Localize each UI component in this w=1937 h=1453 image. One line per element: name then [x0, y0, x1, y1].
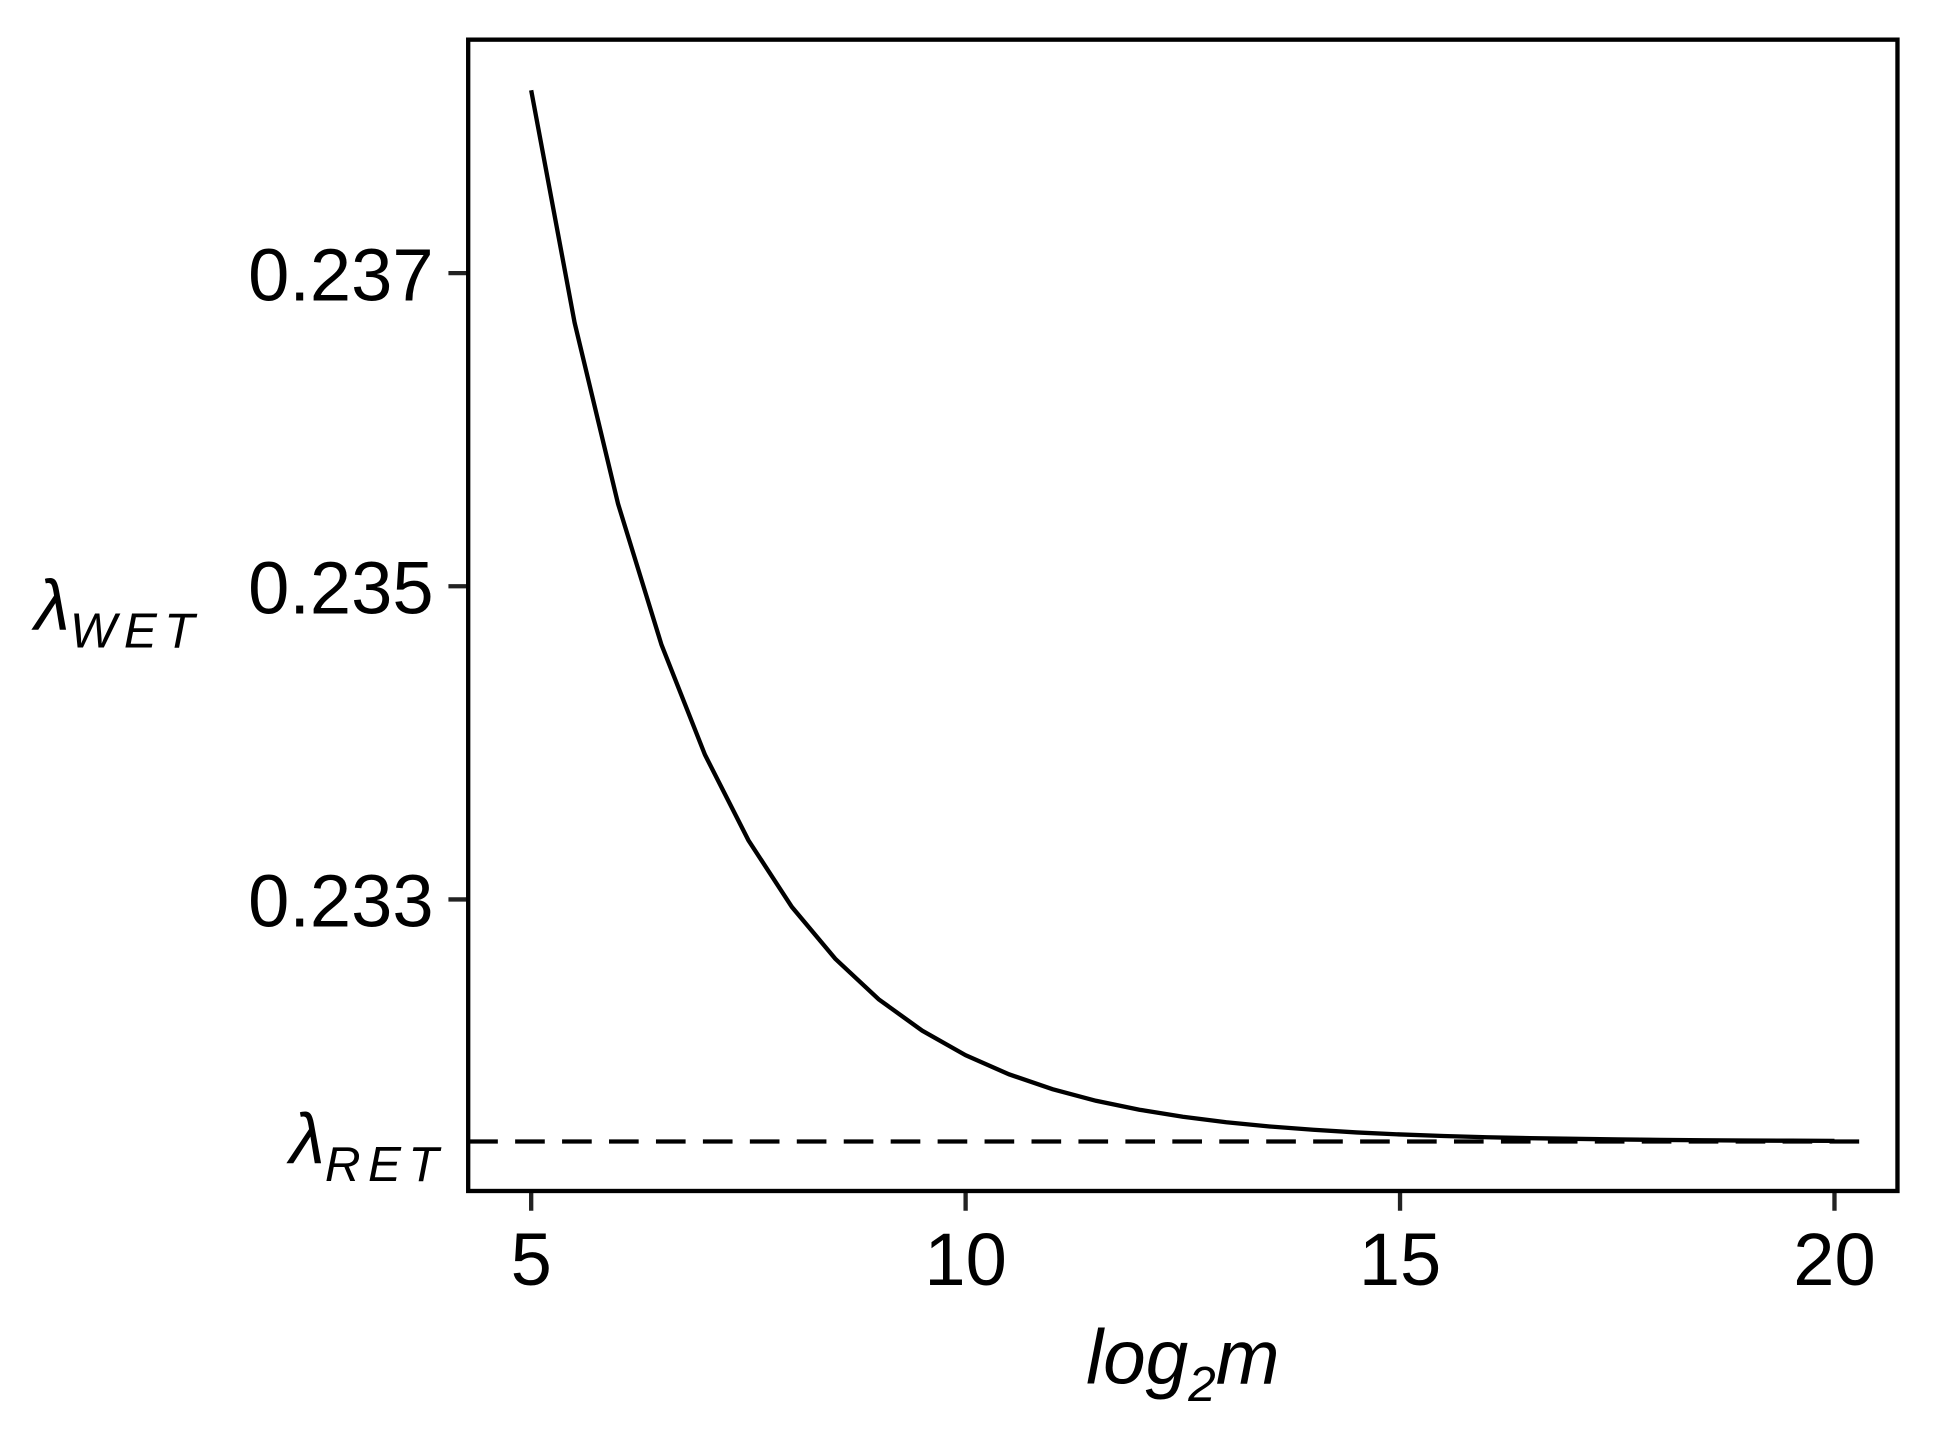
data-line: [529, 89, 1835, 1144]
x-tick-label: 10: [924, 1218, 1006, 1301]
y-label-sub: WET: [70, 603, 202, 658]
reference-label: λRET: [286, 1100, 446, 1192]
y-tick-label: 0.237: [248, 233, 433, 316]
x-label-sub: 2: [1187, 1357, 1215, 1412]
y-tick-label: 0.233: [248, 860, 433, 943]
reference-label-sub: RET: [325, 1137, 446, 1192]
plot-frame: [466, 37, 1900, 1194]
y-tick-label: 0.235: [248, 546, 433, 629]
x-tick-label: 5: [511, 1218, 552, 1301]
x-label-main: log: [1086, 1316, 1188, 1401]
x-axis-label: log2m: [1086, 1316, 1279, 1412]
y-axis-label: λWET: [31, 566, 202, 658]
reference-label-main: λ: [286, 1100, 325, 1180]
y-label-main: λ: [31, 566, 70, 646]
x-label-tail: m: [1216, 1316, 1280, 1401]
x-tick-label: 20: [1793, 1218, 1875, 1301]
x-tick-label: 15: [1359, 1218, 1441, 1301]
